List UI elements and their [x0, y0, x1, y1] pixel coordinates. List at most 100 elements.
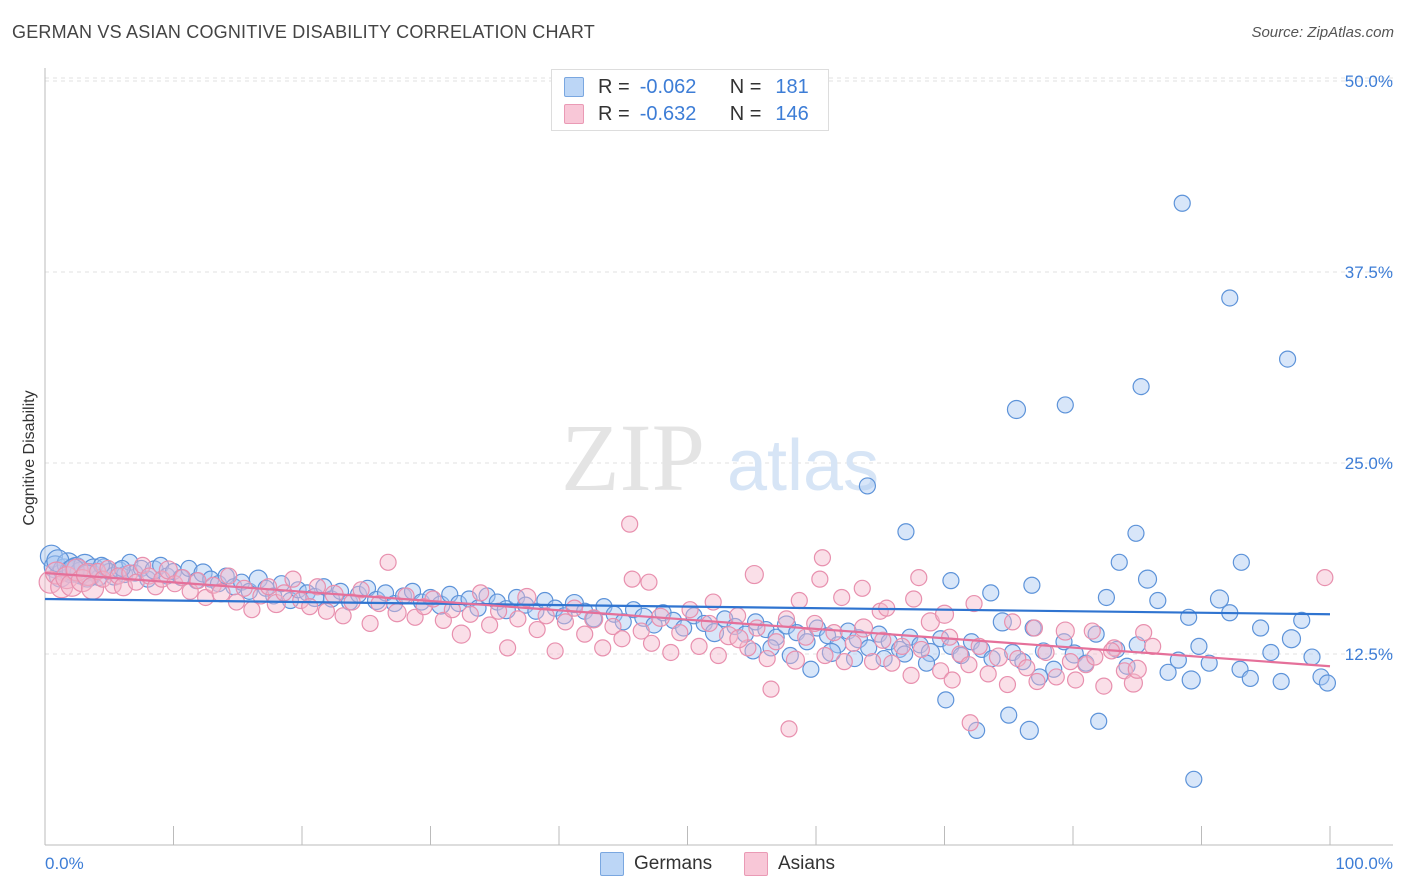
german-point — [1318, 674, 1337, 692]
trend-lines — [44, 571, 1331, 668]
legend-row-asians: R = -0.632 N = 146 — [564, 102, 809, 126]
asian-point — [690, 637, 708, 655]
asian-point — [546, 642, 564, 660]
asian-point — [642, 634, 661, 652]
asian-point — [816, 646, 834, 665]
german-point — [858, 477, 877, 495]
asian-point — [613, 630, 631, 648]
asian-point — [762, 680, 780, 698]
asian-point — [960, 656, 978, 674]
german-point — [744, 642, 762, 660]
asian-point — [576, 625, 594, 643]
asian-point — [640, 573, 658, 591]
asian-point — [835, 653, 853, 671]
legend-n-label: N = — [729, 75, 762, 98]
asian-point — [499, 639, 517, 657]
asian-point — [965, 594, 983, 613]
asian-point — [893, 637, 911, 655]
asian-point — [744, 564, 764, 585]
asian-point — [397, 587, 415, 605]
asian-point — [970, 637, 988, 655]
asian-point — [811, 570, 829, 588]
asian-point — [1316, 568, 1334, 587]
legend-r-value: -0.632 — [639, 102, 697, 125]
german-point — [1262, 643, 1280, 662]
legend-germans: Germans — [600, 852, 712, 876]
asian-point — [220, 567, 238, 585]
asian-point — [777, 610, 796, 628]
asian-point — [844, 634, 862, 652]
legend-r-label: R = — [598, 102, 630, 125]
asian-point — [902, 666, 920, 684]
asian-point — [1061, 653, 1080, 671]
y-tick-label: 37.5% — [1345, 263, 1393, 282]
asian-point — [1047, 668, 1065, 686]
german-point — [1127, 524, 1145, 542]
asian-point — [387, 603, 407, 623]
german-point — [1185, 770, 1203, 788]
german-point — [1159, 663, 1177, 681]
germans-trend-line — [44, 597, 1331, 616]
asian-point — [1135, 624, 1153, 642]
asian-point — [729, 629, 749, 649]
german-point — [1209, 589, 1230, 609]
asian-point — [790, 591, 808, 610]
asian-point — [671, 624, 689, 642]
x-tick-label: 100.0% — [1335, 854, 1393, 873]
legend-asians: Asians — [744, 852, 835, 876]
german-point — [585, 610, 603, 628]
german-point — [845, 649, 864, 668]
legend-r-label: R = — [598, 75, 630, 98]
asian-point — [352, 581, 370, 599]
asian-point — [863, 653, 882, 671]
asians-trend-line — [44, 571, 1331, 668]
german-point — [860, 639, 878, 657]
watermark: ZIP atlas — [561, 404, 879, 511]
asian-point — [853, 579, 871, 597]
german-point — [1252, 619, 1270, 637]
asian-point — [1004, 613, 1022, 631]
asian-point — [748, 619, 766, 637]
tick-labels: 12.5% 25.0% 37.5% 50.0% 0.0% 100.0% — [45, 72, 1393, 873]
y-tick-label: 12.5% — [1345, 645, 1393, 664]
german-point — [942, 572, 960, 590]
chart-title: GERMAN VS ASIAN COGNITIVE DISABILITY COR… — [12, 22, 595, 42]
asian-point — [910, 568, 928, 587]
german-point — [897, 523, 915, 541]
asian-point — [758, 649, 776, 668]
asian-point — [998, 675, 1017, 694]
german-point — [1181, 670, 1201, 690]
watermark-atlas: atlas — [727, 426, 879, 506]
asian-point — [988, 647, 1009, 667]
asian-point — [780, 720, 798, 738]
german-point — [1278, 350, 1297, 368]
asian-point — [806, 614, 824, 633]
asian-point — [308, 578, 327, 596]
x-tick-label: 0.0% — [45, 854, 84, 873]
asian-point — [1095, 677, 1113, 695]
asian-point — [134, 556, 152, 574]
germans-legend-label: Germans — [634, 853, 713, 874]
asian-point — [1025, 619, 1044, 637]
source-label: Source: ZipAtlas.com — [1251, 24, 1394, 41]
asian-point — [709, 646, 727, 665]
german-point — [1000, 706, 1018, 724]
asian-point — [189, 572, 207, 590]
asian-point — [517, 587, 537, 608]
asian-point — [243, 601, 261, 619]
asian-point — [1086, 648, 1104, 666]
asian-point — [934, 604, 955, 624]
asian-point — [1127, 659, 1147, 679]
asian-point — [700, 614, 718, 633]
asian-point — [1083, 622, 1101, 640]
y-tick-label: 25.0% — [1345, 454, 1393, 473]
germans-swatch — [564, 77, 584, 97]
german-point — [1200, 654, 1218, 672]
german-point — [1293, 611, 1311, 629]
asian-point — [943, 671, 961, 689]
asian-point — [1009, 649, 1027, 668]
germans-legend-swatch — [600, 852, 624, 876]
german-point — [1190, 637, 1208, 655]
legend-n-label: N = — [729, 102, 762, 125]
asian-point — [979, 665, 997, 683]
